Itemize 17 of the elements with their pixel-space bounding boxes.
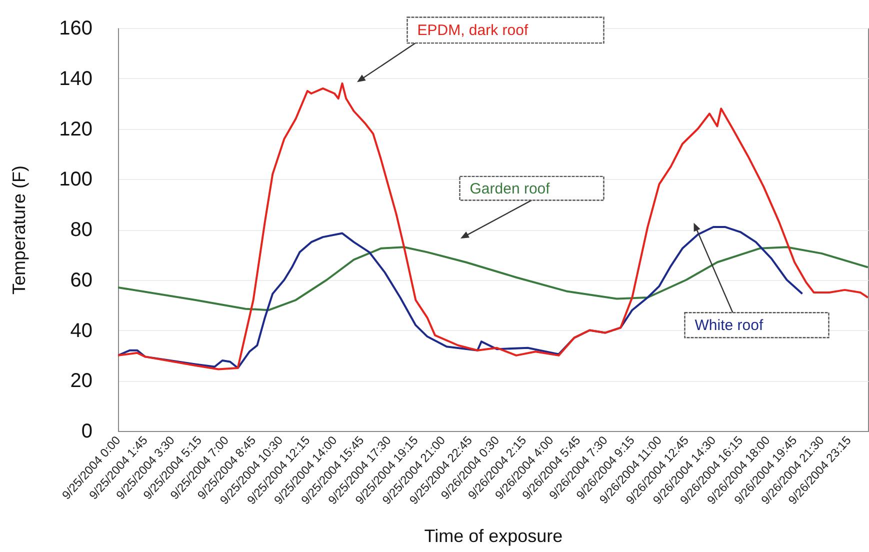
label-box: White roof — [684, 312, 830, 338]
label-box: EPDM, dark roof — [406, 16, 604, 44]
y-tick-label: 160 — [59, 18, 92, 40]
y-tick-label: 140 — [59, 68, 92, 90]
y-tick-label: 20 — [70, 370, 92, 392]
y-axis-title: Temperature (F) — [9, 165, 30, 295]
y-tick-label: 0 — [81, 420, 92, 442]
label-box: Garden roof — [459, 176, 604, 201]
y-tick-label: 60 — [70, 269, 92, 292]
line-series — [118, 226, 804, 370]
x-axis-title: Time of exposure — [424, 526, 563, 546]
y-tick-label: 40 — [70, 320, 92, 342]
y-tick-label: 80 — [70, 219, 92, 241]
line-series — [118, 82, 868, 370]
y-tick-label: 100 — [59, 168, 92, 191]
line-series — [118, 246, 868, 312]
y-tick-label: 120 — [59, 118, 92, 140]
